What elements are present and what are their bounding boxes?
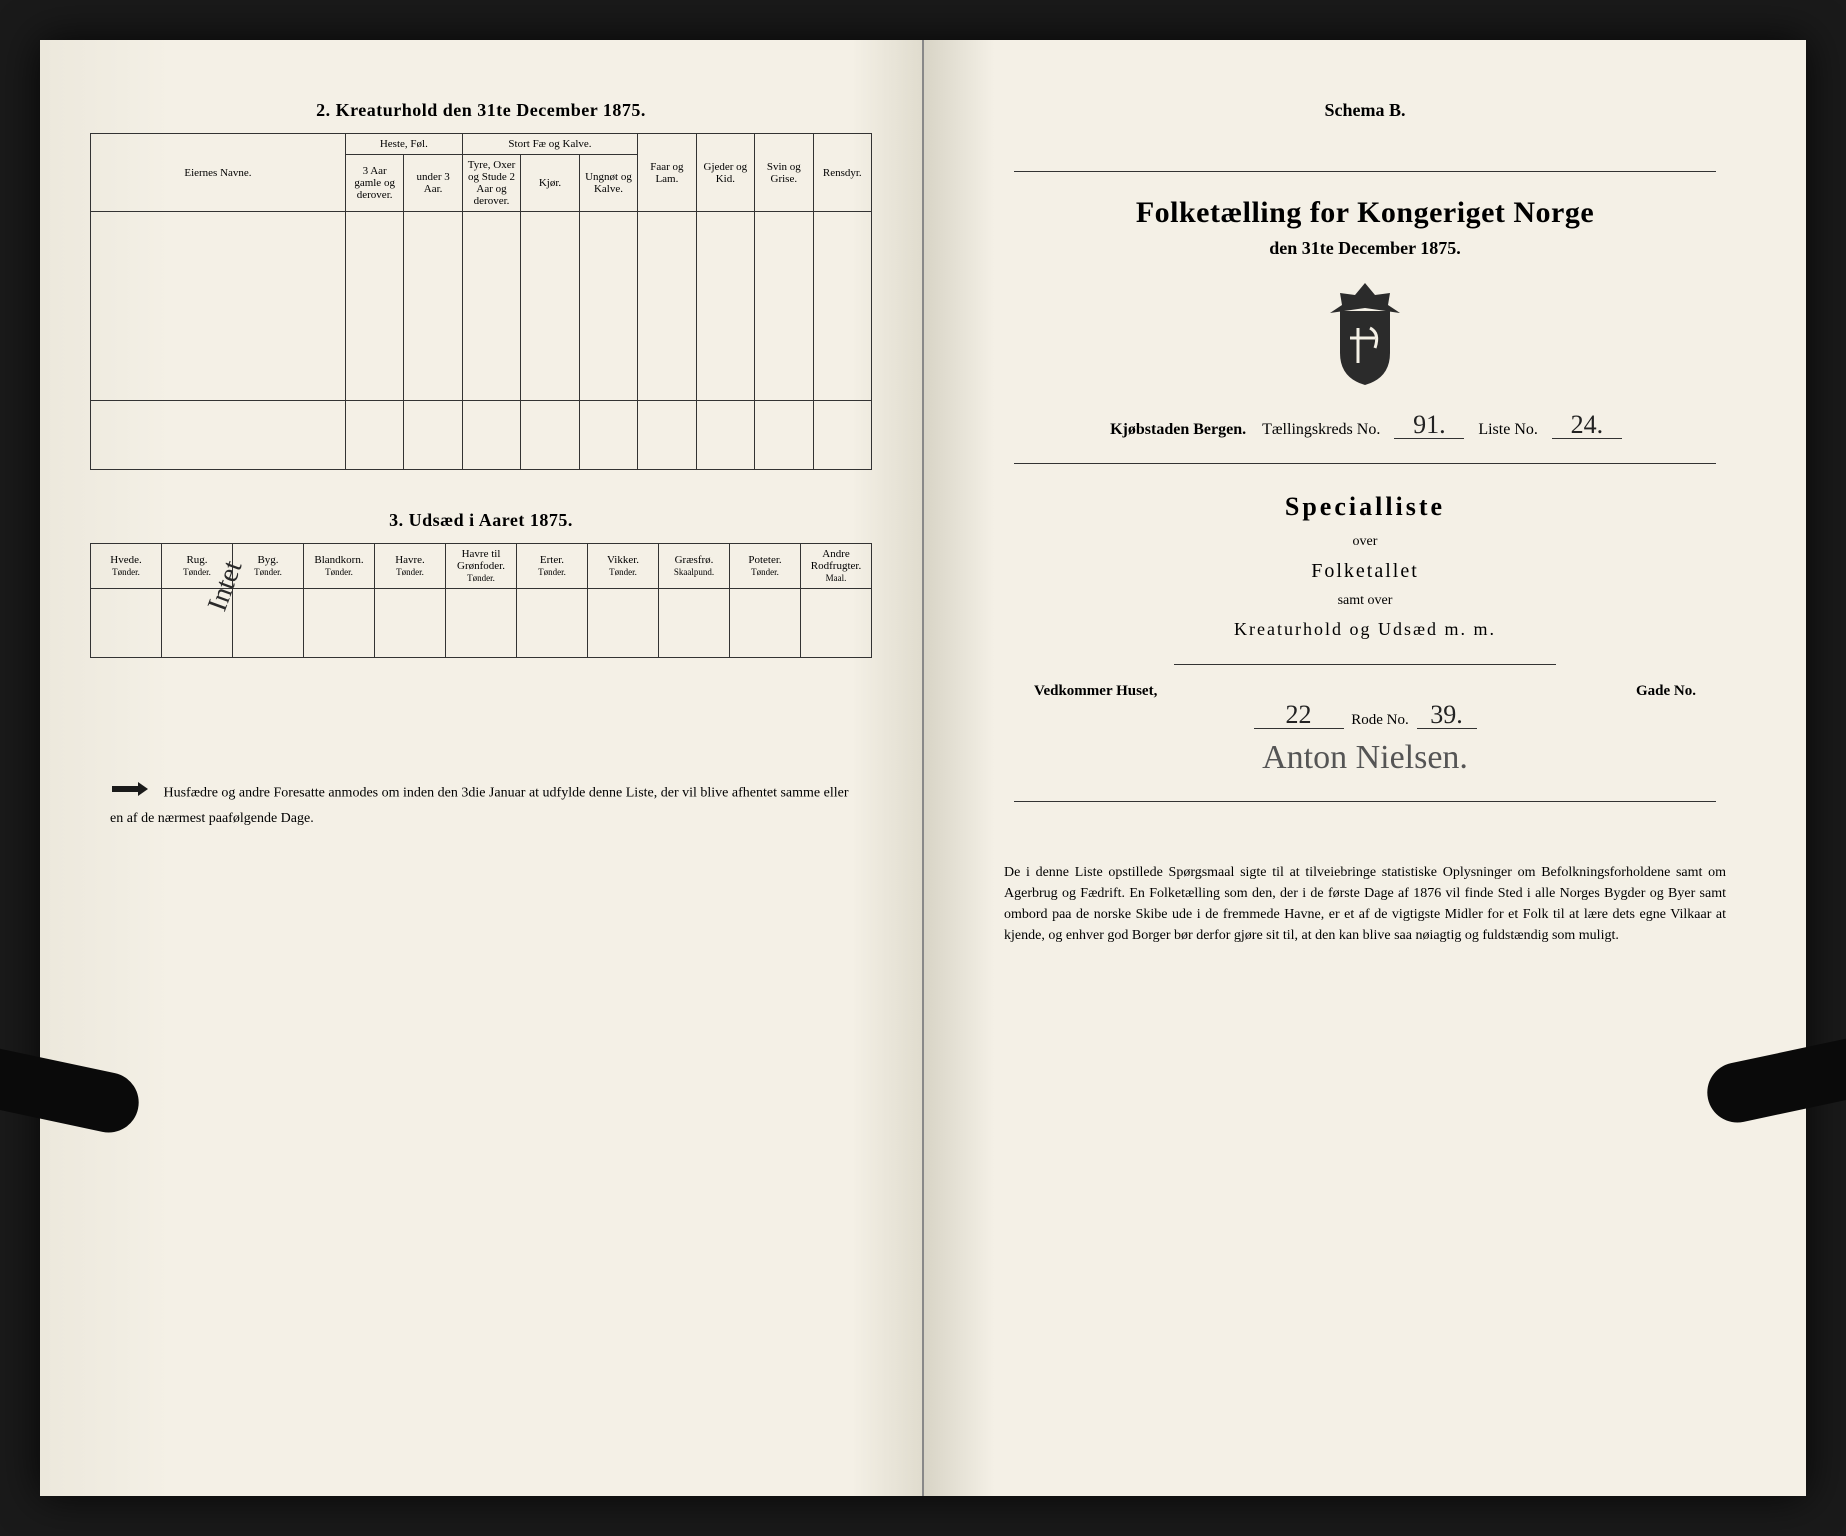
kreds-value: 91. <box>1394 416 1464 439</box>
schema-label: Schema B. <box>974 100 1756 121</box>
col-roots: Andre Rodfrugter.Maal. <box>801 544 872 589</box>
col-mixed: Blandkorn.Tønder. <box>304 544 375 589</box>
col-oats: Havre.Tønder. <box>375 544 446 589</box>
col-cattle: Stort Fæ og Kalve. <box>462 134 637 155</box>
col-horses: Heste, Føl. <box>345 134 462 155</box>
col-horse-u3: under 3 Aar. <box>404 155 462 212</box>
rule-top <box>1014 171 1716 172</box>
col-grass: Græsfrø.Skaalpund. <box>659 544 730 589</box>
col-peas: Erter.Tønder. <box>517 544 588 589</box>
col-goats: Gjeder og Kid. <box>696 134 754 212</box>
section-3-title: 3. Udsæd i Aaret 1875. <box>90 510 872 531</box>
section-2-title: 2. Kreaturhold den 31te December 1875. <box>90 100 872 121</box>
over-2: samt over <box>974 593 1756 609</box>
rode-value: 39. <box>1417 706 1477 729</box>
col-wheat: Hvede.Tønder. <box>91 544 162 589</box>
col-owner: Eiernes Navne. <box>91 134 346 212</box>
table-row <box>91 401 872 470</box>
open-book: 2. Kreaturhold den 31te December 1875. E… <box>40 40 1806 1496</box>
coat-of-arms-icon <box>1320 283 1410 388</box>
right-footnote: De i denne Liste opstillede Spørgsmaal s… <box>974 862 1756 946</box>
vedkommer-line: Vedkommer Huset, Gade No. <box>974 683 1756 700</box>
main-title: Folketælling for Kongeriget Norge <box>974 196 1756 230</box>
col-potato: Poteter.Tønder. <box>730 544 801 589</box>
col-greenoats: Havre til Grønfoder.Tønder. <box>446 544 517 589</box>
district-line: Kjøbstaden Bergen. Tællingskreds No. 91.… <box>974 416 1756 439</box>
handwritten-name: Anton Nielsen. <box>974 739 1756 777</box>
col-cows: Kjør. <box>521 155 579 212</box>
col-reindeer: Rensdyr. <box>813 134 871 212</box>
col-pigs: Svin og Grise. <box>755 134 813 212</box>
left-footnote: Husfædre og andre Foresatte anmodes om i… <box>90 778 872 831</box>
rule-short <box>1174 664 1556 665</box>
folketallet: Folketallet <box>974 560 1756 583</box>
kreaturhold: Kreaturhold og Udsæd m. m. <box>974 619 1756 640</box>
left-page: 2. Kreaturhold den 31te December 1875. E… <box>40 40 924 1496</box>
right-page: Schema B. Folketælling for Kongeriget No… <box>924 40 1806 1496</box>
col-horse-3plus: 3 Aar gamle og derover. <box>345 155 403 212</box>
col-calves: Ungnøt og Kalve. <box>579 155 637 212</box>
livestock-table: Eiernes Navne. Heste, Føl. Stort Fæ og K… <box>90 133 872 470</box>
col-sheep: Faar og Lam. <box>638 134 696 212</box>
rode-line: 22 Rode No. 39. <box>974 706 1756 729</box>
col-bulls: Tyre, Oxer og Stude 2 Aar og derover. <box>462 155 520 212</box>
specialliste: Specialliste <box>974 492 1756 522</box>
pointing-hand-icon <box>110 778 150 808</box>
col-vetch: Vikker.Tønder. <box>588 544 659 589</box>
sub-title: den 31te December 1875. <box>974 238 1756 259</box>
table-row <box>91 212 872 401</box>
over-1: over <box>974 534 1756 550</box>
gade-value: 22 <box>1254 706 1344 729</box>
rule-mid <box>1014 463 1716 464</box>
rule-bottom <box>1014 801 1716 802</box>
liste-value: 24. <box>1552 416 1622 439</box>
